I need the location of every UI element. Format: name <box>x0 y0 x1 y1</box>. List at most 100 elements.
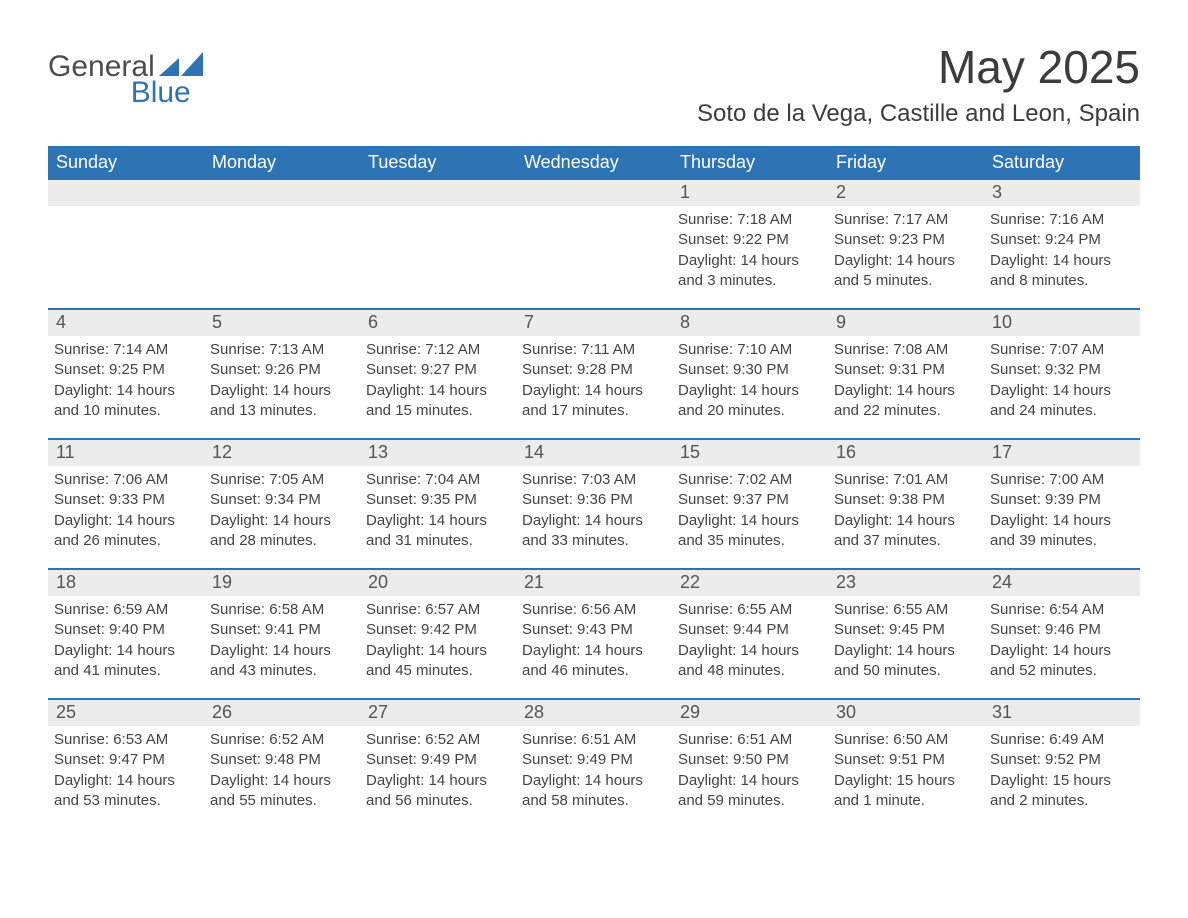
day-cell: 22Sunrise: 6:55 AMSunset: 9:44 PMDayligh… <box>672 570 828 698</box>
sunrise-line-value: 7:05 AM <box>269 471 324 488</box>
daylight-line: Daylight: 14 hours and 43 minutes. <box>210 641 354 682</box>
day-body: Sunrise: 6:56 AMSunset: 9:43 PMDaylight:… <box>522 600 666 681</box>
daylight-line: Daylight: 15 hours and 2 minutes. <box>990 771 1134 812</box>
daylight-line: Daylight: 14 hours and 15 minutes. <box>366 381 510 422</box>
sunset-line: Sunset: 9:38 PM <box>834 490 978 510</box>
daylight-line-label: Daylight: <box>678 382 736 399</box>
sunset-line: Sunset: 9:42 PM <box>366 620 510 640</box>
daylight-line: Daylight: 14 hours and 37 minutes. <box>834 511 978 552</box>
day-body: Sunrise: 7:03 AMSunset: 9:36 PMDaylight:… <box>522 470 666 551</box>
sunset-line: Sunset: 9:44 PM <box>678 620 822 640</box>
sunset-line-label: Sunset: <box>210 751 261 768</box>
daylight-line-label: Daylight: <box>210 642 268 659</box>
sunrise-line-value: 6:59 AM <box>113 601 168 618</box>
sunrise-line-label: Sunrise: <box>210 471 265 488</box>
sunrise-line: Sunrise: 6:53 AM <box>54 730 198 750</box>
sunrise-line-label: Sunrise: <box>834 601 889 618</box>
daylight-line: Daylight: 14 hours and 22 minutes. <box>834 381 978 422</box>
daylight-line: Daylight: 14 hours and 48 minutes. <box>678 641 822 682</box>
sunrise-line-label: Sunrise: <box>834 471 889 488</box>
sunrise-line-value: 6:50 AM <box>893 731 948 748</box>
sunrise-line-label: Sunrise: <box>366 731 421 748</box>
sunset-line-value: 9:33 PM <box>109 491 165 508</box>
daylight-line: Daylight: 14 hours and 53 minutes. <box>54 771 198 812</box>
day-cell: 11Sunrise: 7:06 AMSunset: 9:33 PMDayligh… <box>48 440 204 568</box>
sunset-line: Sunset: 9:32 PM <box>990 360 1134 380</box>
day-cell: 2Sunrise: 7:17 AMSunset: 9:23 PMDaylight… <box>828 180 984 308</box>
sunset-line: Sunset: 9:26 PM <box>210 360 354 380</box>
sunset-line: Sunset: 9:34 PM <box>210 490 354 510</box>
sunset-line: Sunset: 9:37 PM <box>678 490 822 510</box>
sunset-line-label: Sunset: <box>990 361 1041 378</box>
day-number: 21 <box>516 570 672 596</box>
sunrise-line-label: Sunrise: <box>990 731 1045 748</box>
sunrise-line-label: Sunrise: <box>522 601 577 618</box>
day-cell: 21 Sunrise: 6:56 AMSunset: 9:43 PMDayligh… <box>516 570 672 698</box>
sunset-line: Sunset: 9:28 PM <box>522 360 666 380</box>
daylight-line-label: Daylight: <box>678 772 736 789</box>
sunset-line-label: Sunset: <box>54 621 105 638</box>
weeks-container: 1Sunrise: 7:18 AMSunset: 9:22 PMDaylight… <box>48 180 1140 828</box>
day-body: Sunrise: 6:55 AMSunset: 9:44 PMDaylight:… <box>678 600 822 681</box>
sunset-line-value: 9:24 PM <box>1045 231 1101 248</box>
daylight-line-label: Daylight: <box>834 382 892 399</box>
sunset-line-label: Sunset: <box>522 491 573 508</box>
day-number: 6 <box>360 310 516 336</box>
daylight-line-label: Daylight: <box>522 772 580 789</box>
sunset-line-label: Sunset: <box>210 361 261 378</box>
sunrise-line-label: Sunrise: <box>990 471 1045 488</box>
sunset-line-label: Sunset: <box>990 751 1041 768</box>
sunset-line-label: Sunset: <box>834 751 885 768</box>
sunrise-line: Sunrise: 7:05 AM <box>210 470 354 490</box>
day-number: 31 <box>984 700 1140 726</box>
daylight-line: Daylight: 14 hours and 24 minutes. <box>990 381 1134 422</box>
day-body: Sunrise: 6:58 AMSunset: 9:41 PMDaylight:… <box>210 600 354 681</box>
day-number: 10 <box>984 310 1140 336</box>
sunrise-line: Sunrise: 6:59 AM <box>54 600 198 620</box>
daylight-line: Daylight: 14 hours and 59 minutes. <box>678 771 822 812</box>
day-cell <box>204 180 360 308</box>
daylight-line-label: Daylight: <box>990 642 1048 659</box>
day-number: 8 <box>672 310 828 336</box>
day-number: 2 <box>828 180 984 206</box>
day-cell: 4Sunrise: 7:14 AMSunset: 9:25 PMDaylight… <box>48 310 204 438</box>
sunset-line: Sunset: 9:48 PM <box>210 750 354 770</box>
daylight-line: Daylight: 14 hours and 26 minutes. <box>54 511 198 552</box>
daylight-line-label: Daylight: <box>210 772 268 789</box>
daylight-line-label: Daylight: <box>834 772 892 789</box>
header: General Blue May 2025 Soto de la Vega, C… <box>48 40 1140 128</box>
sunrise-line-value: 7:11 AM <box>581 341 635 358</box>
sunrise-line-label: Sunrise: <box>834 341 889 358</box>
dow-monday: Monday <box>204 146 360 180</box>
sunrise-line: Sunrise: 7:11 AM <box>522 340 666 360</box>
sunrise-line-value: 7:08 AM <box>893 341 948 358</box>
sunset-line-value: 9:40 PM <box>109 621 165 638</box>
sunrise-line: Sunrise: 7:18 AM <box>678 210 822 230</box>
sunset-line-label: Sunset: <box>366 361 417 378</box>
day-cell: 16Sunrise: 7:01 AMSunset: 9:38 PMDayligh… <box>828 440 984 568</box>
daylight-line: Daylight: 14 hours and 52 minutes. <box>990 641 1134 682</box>
sunrise-line-label: Sunrise: <box>678 341 733 358</box>
day-body: Sunrise: 6:52 AMSunset: 9:48 PMDaylight:… <box>210 730 354 811</box>
day-body: Sunrise: 6:51 AMSunset: 9:50 PMDaylight:… <box>678 730 822 811</box>
daylight-line-label: Daylight: <box>834 252 892 269</box>
sunrise-line-label: Sunrise: <box>366 341 421 358</box>
sunrise-line-label: Sunrise: <box>834 211 889 228</box>
sunrise-line-value: 7:07 AM <box>1049 341 1104 358</box>
day-body: Sunrise: 6:55 AMSunset: 9:45 PMDaylight:… <box>834 600 978 681</box>
sunrise-line: Sunrise: 7:01 AM <box>834 470 978 490</box>
sunset-line: Sunset: 9:43 PM <box>522 620 666 640</box>
day-cell: 30Sunrise: 6:50 AMSunset: 9:51 PMDayligh… <box>828 700 984 828</box>
empty-datebar <box>516 180 672 206</box>
day-cell: 24Sunrise: 6:54 AMSunset: 9:46 PMDayligh… <box>984 570 1140 698</box>
day-number: 13 <box>360 440 516 466</box>
sunset-line-value: 9:25 PM <box>109 361 165 378</box>
day-number: 24 <box>984 570 1140 596</box>
sunset-line-value: 9:41 PM <box>265 621 321 638</box>
sunset-line-label: Sunset: <box>54 751 105 768</box>
sunrise-line: Sunrise: 7:07 AM <box>990 340 1134 360</box>
daylight-line-label: Daylight: <box>990 252 1048 269</box>
sunrise-line-label: Sunrise: <box>210 341 265 358</box>
daylight-line-label: Daylight: <box>54 642 112 659</box>
day-number: 29 <box>672 700 828 726</box>
